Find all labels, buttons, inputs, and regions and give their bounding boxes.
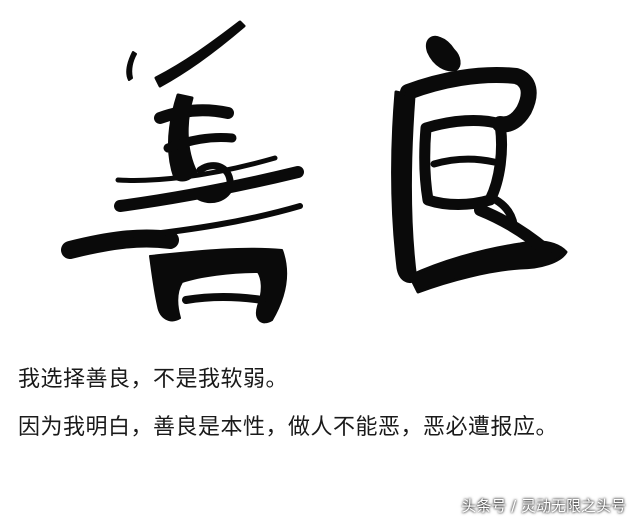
watermark: 头条号 / 灵动无限之头号	[461, 497, 626, 515]
text-line-1: 我选择善良，不是我软弱。	[18, 367, 289, 392]
text-block: 我选择善良，不是我软弱。 因为我明白，善良是本性，做人不能恶，恶必遭报应。	[18, 362, 628, 446]
calligraphy-artwork	[61, 20, 568, 324]
calligraphy-shan-liang	[61, 20, 568, 324]
text-line-2: 因为我明白，善良是本性，做人不能恶，恶必遭报应。	[18, 415, 559, 440]
